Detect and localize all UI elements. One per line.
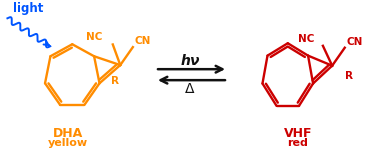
Text: DHA: DHA	[53, 127, 84, 140]
Text: yellow: yellow	[48, 138, 88, 148]
Text: R: R	[112, 76, 119, 86]
Text: NC: NC	[87, 32, 103, 42]
Text: CN: CN	[347, 37, 363, 47]
Text: NC: NC	[297, 34, 314, 44]
Text: red: red	[287, 138, 308, 148]
Text: R: R	[345, 71, 353, 81]
Text: $\Delta$: $\Delta$	[184, 82, 196, 96]
Text: light: light	[13, 2, 43, 15]
Text: $\bfit{h}\bfit{\nu}$: $\bfit{h}\bfit{\nu}$	[180, 53, 200, 68]
Text: VHF: VHF	[284, 127, 312, 140]
Text: CN: CN	[135, 36, 151, 46]
